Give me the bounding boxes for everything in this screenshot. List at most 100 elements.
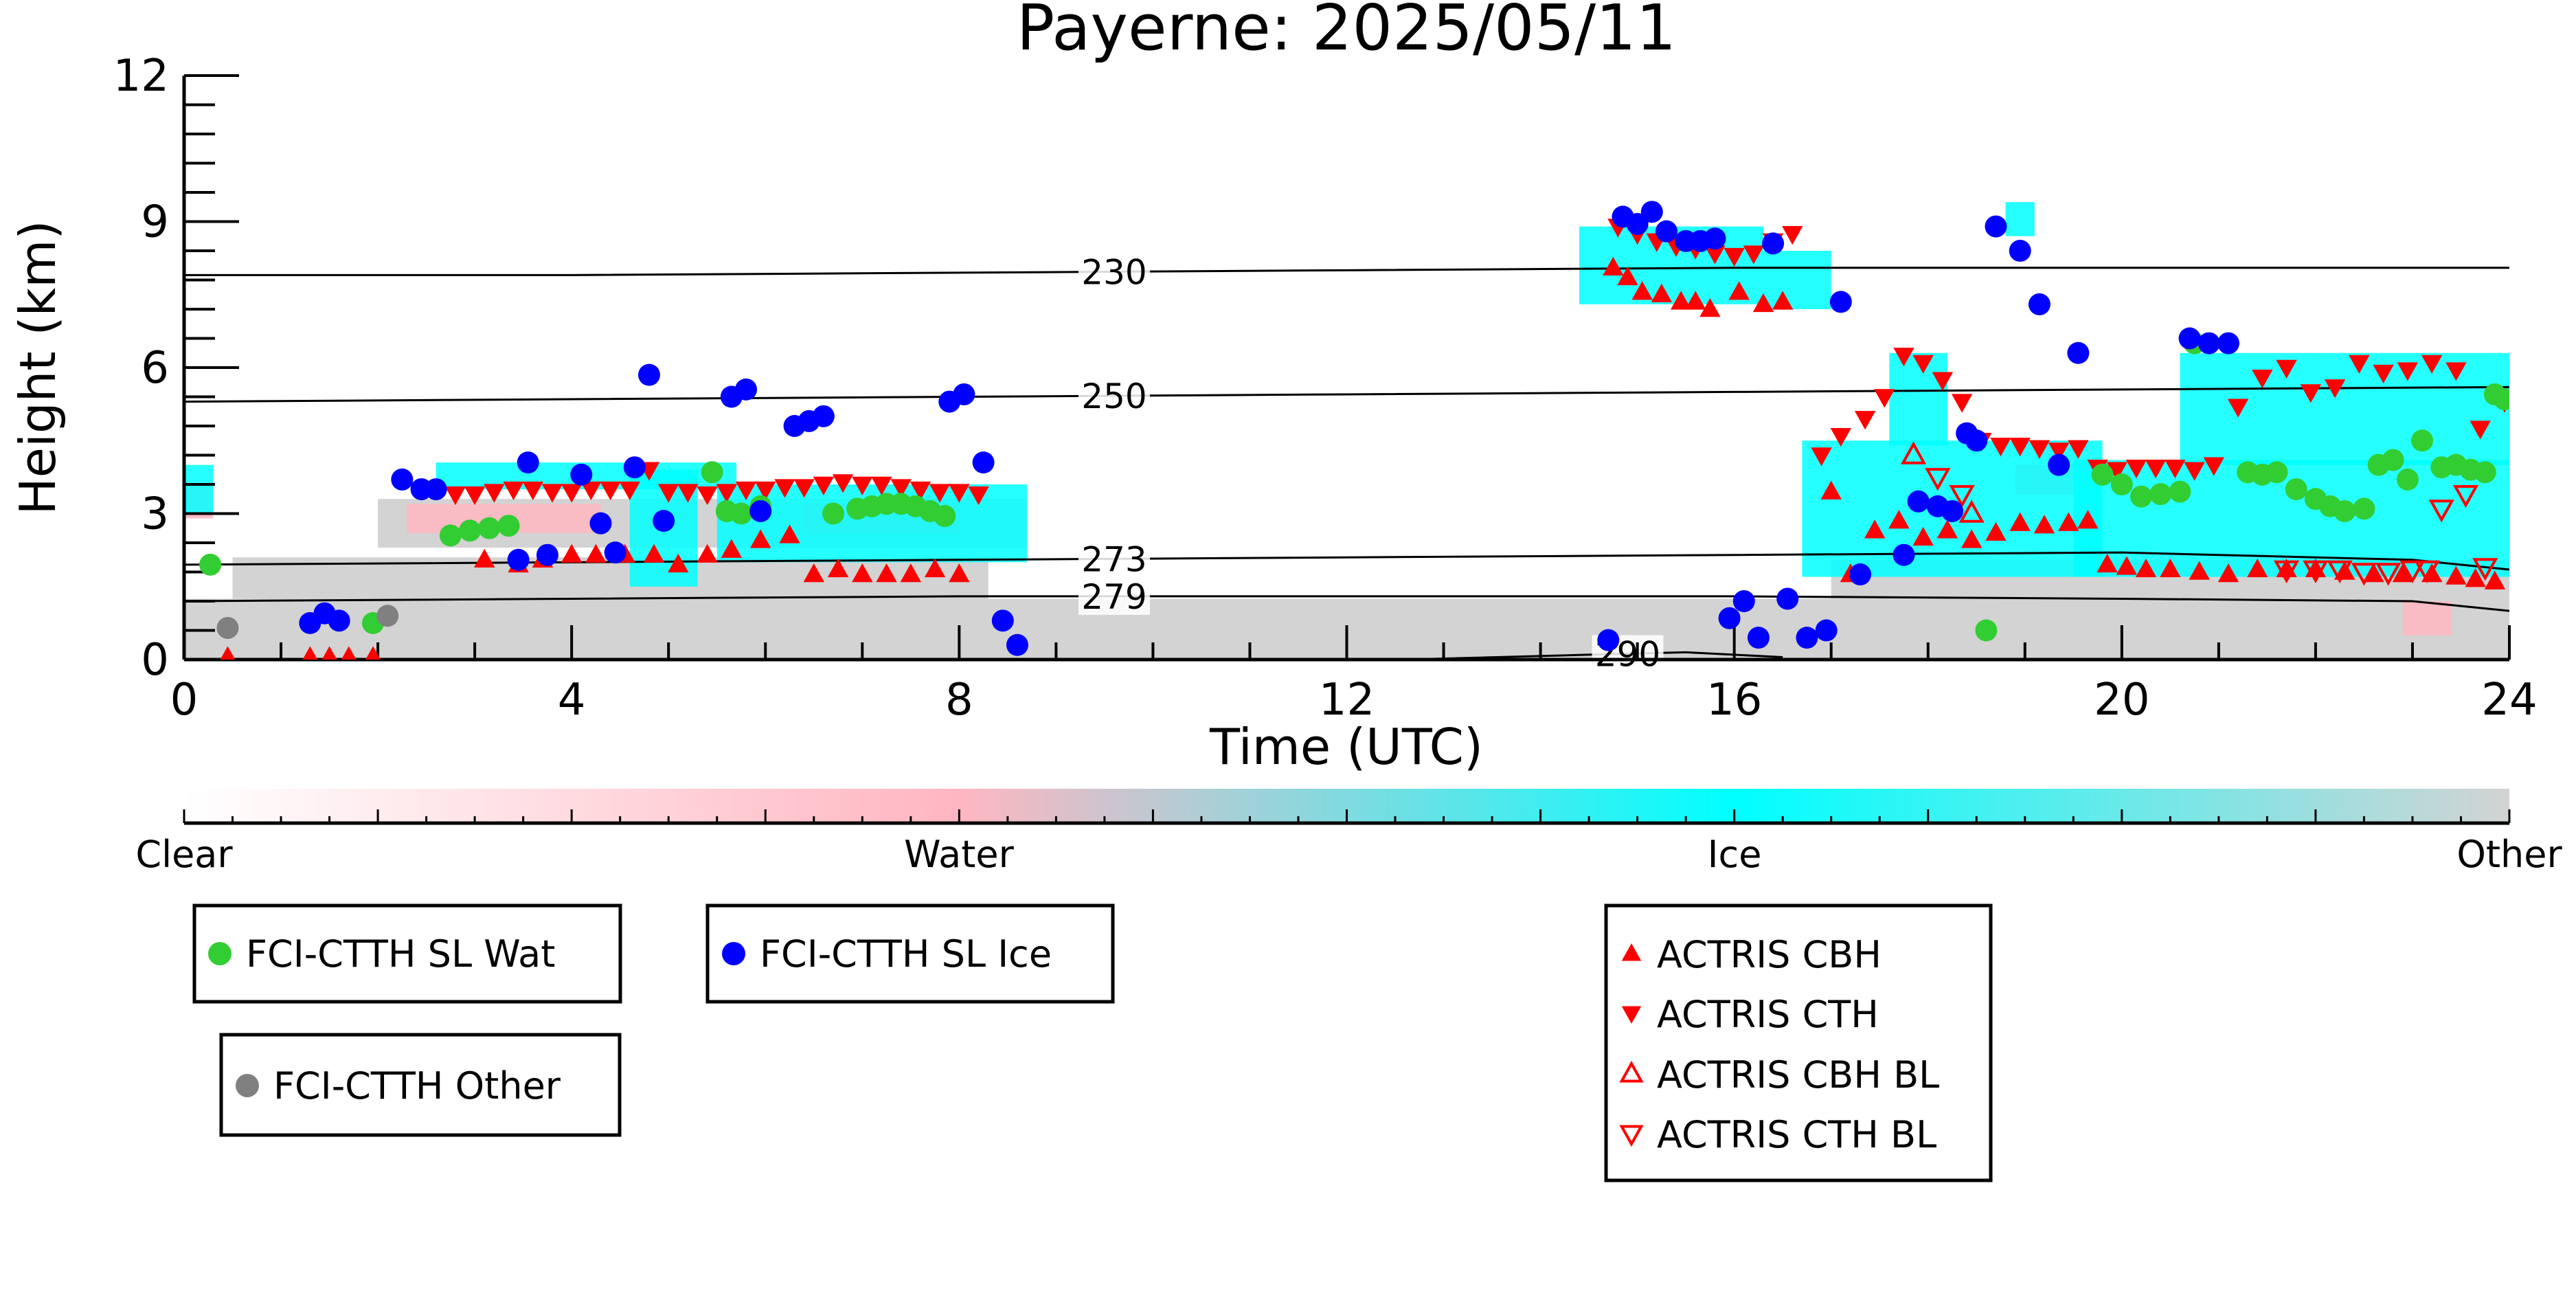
point-actris-cth [929, 484, 951, 503]
isotherm-label-279: 279 [1081, 577, 1146, 617]
point-fci-ctth-sl-ice [1849, 563, 1872, 586]
point-actris-cth [2227, 398, 2249, 418]
point-actris-cth [1830, 427, 1852, 447]
point-fci-ctth-sl-wat [478, 517, 501, 539]
point-actris-cbh [1888, 510, 1910, 529]
colorbar-ticks [183, 809, 2511, 823]
point-actris-cth [2252, 369, 2273, 389]
point-fci-ctth-sl-wat [2110, 473, 2133, 495]
point-actris-cth [658, 484, 679, 503]
point-actris-cbh [1651, 283, 1673, 302]
x-tick-label: 20 [2094, 675, 2149, 726]
point-actris-cth [832, 474, 854, 493]
point-actris-cbh [2077, 510, 2099, 529]
x-axis-label: Time (UTC) [1209, 718, 1483, 776]
y-tick-label: 12 [113, 51, 169, 102]
point-fci-ctth-sl-ice [1776, 587, 1799, 610]
point-actris-cth-bl [2351, 563, 2377, 586]
y-tick-label: 0 [141, 635, 169, 686]
point-actris-cbh [2484, 570, 2506, 590]
point-actris-cth [2048, 442, 2070, 462]
point-fci-ctth-sl-wat [439, 524, 462, 547]
point-fci-ctth-sl-ice [570, 463, 593, 486]
point-fci-ctth-sl-ice [1747, 627, 1770, 649]
point-fci-ctth-sl-wat [2285, 478, 2307, 501]
point-fci-ctth-sl-ice [2048, 453, 2070, 476]
point-actris-cbh [2097, 553, 2118, 573]
point-actris-cth [1874, 389, 1895, 408]
point-actris-cth [1854, 411, 1876, 430]
point-fci-ctth-sl-ice [1907, 490, 1930, 513]
point-actris-cbh [1685, 291, 1706, 310]
isotherm-label-bg [1078, 377, 1150, 415]
isotherm-label-bg [1078, 577, 1150, 615]
point-actris-cbh [341, 646, 357, 660]
point-fci-ctth-sl-ice [1626, 213, 1649, 236]
point-actris-cth-bl [2452, 484, 2479, 508]
point-actris-cth [2068, 440, 2089, 459]
phase-region [1763, 251, 1831, 309]
point-actris-cbh [1752, 293, 1774, 313]
point-actris-cth [1912, 355, 1934, 374]
legend-box [219, 1033, 622, 1137]
point-fci-ctth-sl-wat [2382, 449, 2404, 471]
point-fci-ctth-sl-ice [391, 468, 414, 491]
point-actris-cth-bl [2375, 563, 2402, 586]
point-actris-cbh [852, 563, 873, 583]
point-actris-cth [2276, 359, 2297, 379]
point-actris-cth [444, 486, 466, 506]
point-actris-cth [716, 484, 738, 503]
point-actris-cbh [321, 646, 337, 660]
point-actris-cbh [803, 563, 824, 583]
point-actris-cbh [2445, 565, 2467, 585]
legend-label-ice: FCI-CTTH SL Ice [760, 932, 1052, 976]
point-actris-cbh [924, 558, 946, 578]
point-actris-cbh [2033, 515, 2055, 534]
isotherm-label-230: 230 [1081, 252, 1146, 292]
point-actris-cth [2145, 460, 2167, 479]
point-actris-cth [735, 481, 757, 501]
point-actris-cth [774, 479, 795, 498]
point-fci-ctth-sl-wat [2149, 483, 2172, 506]
colorbar-label-clear: Clear [135, 833, 233, 876]
point-actris-cbh [827, 558, 849, 578]
point-fci-ctth-sl-wat [199, 553, 222, 576]
point-fci-ctth-sl-ice [1006, 633, 1028, 656]
point-actris-cth [677, 484, 699, 503]
x-tick-label: 4 [558, 675, 586, 726]
point-fci-ctth-sl-ice [2178, 327, 2201, 350]
point-actris-cbh [1617, 266, 1638, 286]
point-fci-ctth-sl-ice [604, 541, 626, 564]
point-fci-ctth-sl-wat [2169, 480, 2191, 503]
point-fci-ctth-sl-ice [425, 478, 447, 501]
point-fci-ctth-sl-wat [2474, 461, 2496, 484]
point-actris-cth [484, 484, 505, 503]
phase-colorbar: Clear Water Ice Other [135, 789, 2562, 876]
point-actris-cth [561, 484, 583, 503]
phase-region [184, 464, 214, 514]
point-fci-ctth-sl-ice [1941, 499, 1964, 522]
point-fci-ctth-sl-ice [1640, 201, 1663, 223]
point-fci-ctth-sl-wat [730, 502, 752, 525]
point-actris-cbh [1961, 529, 1982, 548]
point-actris-cbh [1912, 526, 1934, 546]
point-actris-cth [2184, 462, 2205, 481]
point-fci-ctth-sl-ice [589, 512, 612, 535]
point-actris-cbh [2247, 558, 2268, 578]
point-fci-ctth-sl-wat [701, 461, 723, 484]
point-fci-ctth-sl-ice [1704, 227, 1726, 250]
point-actris-cth [541, 484, 563, 503]
point-actris-cbh-bl [1958, 499, 1985, 523]
legend-label-cth-bl: ACTRIS CTH BL [1657, 1113, 1936, 1156]
point-actris-cth [2324, 379, 2346, 398]
point-actris-cbh [2116, 556, 2138, 575]
legend-marker-other [236, 1074, 259, 1097]
point-actris-cbh [721, 539, 743, 558]
point-fci-ctth-sl-ice [972, 451, 995, 474]
point-fci-ctth-sl-ice [536, 543, 558, 566]
point-actris-cth [2445, 362, 2467, 381]
point-actris-cth [2397, 362, 2419, 381]
y-axis-label: Height (km) [9, 221, 67, 515]
